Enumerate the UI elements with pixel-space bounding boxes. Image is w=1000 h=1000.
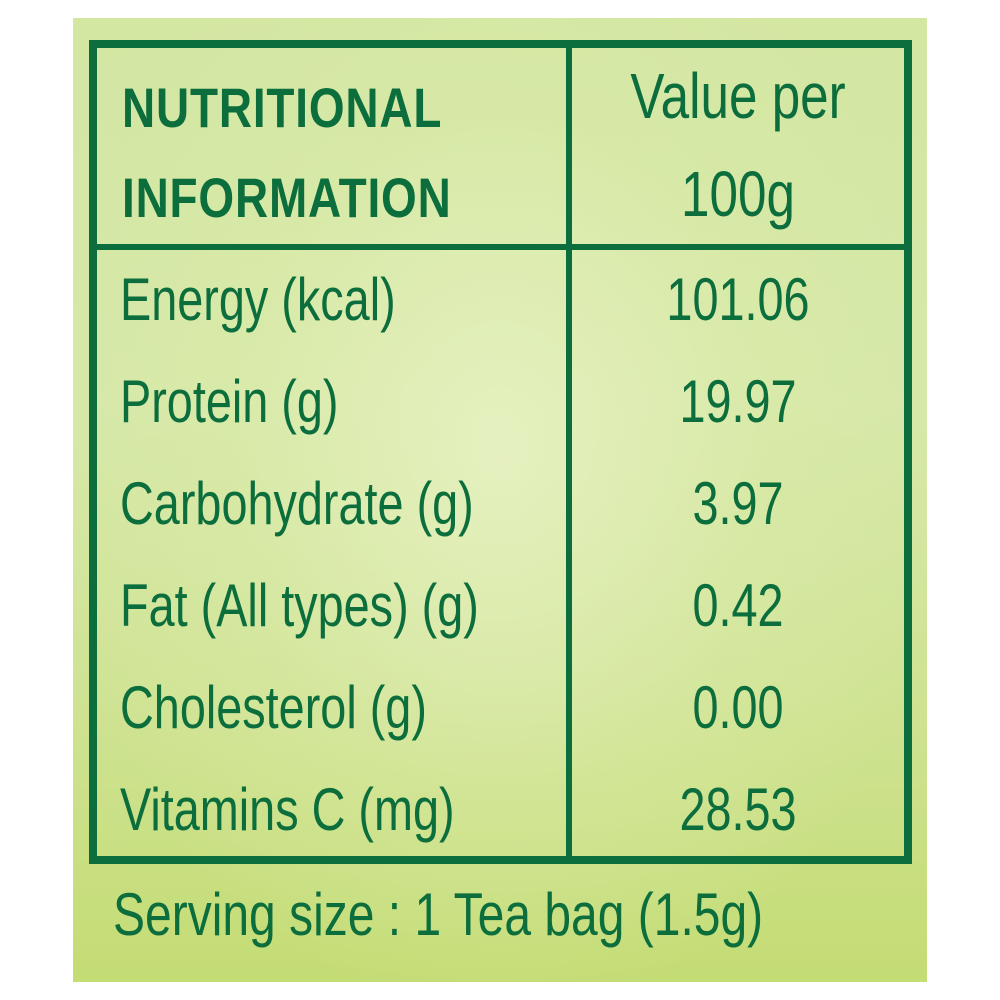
header-value-line1: Value per <box>630 60 846 132</box>
row-label-vitamin-c: Vitamins C (mg) <box>120 776 455 843</box>
header-value-line2: 100g <box>681 158 795 230</box>
nutrition-label-panel <box>73 18 927 982</box>
header-divider <box>97 244 904 250</box>
row-value-fat: 0.42 <box>692 572 784 639</box>
row-value-energy: 101.06 <box>666 266 810 333</box>
row-value-carbohydrate: 3.97 <box>692 470 784 537</box>
row-label-protein: Protein (g) <box>120 368 339 435</box>
header-title-line2: INFORMATION <box>122 166 452 229</box>
row-value-cholesterol: 0.00 <box>692 674 784 741</box>
nutrition-table <box>89 40 912 864</box>
row-value-protein: 19.97 <box>679 368 797 435</box>
row-label-fat: Fat (All types) (g) <box>120 572 479 639</box>
row-label-carbohydrate: Carbohydrate (g) <box>120 470 474 537</box>
row-label-energy: Energy (kcal) <box>120 266 396 333</box>
serving-size-text: Serving size : 1 Tea bag (1.5g) <box>113 881 764 948</box>
column-divider <box>566 48 572 856</box>
header-title-line1: NUTRITIONAL <box>122 76 443 139</box>
row-label-cholesterol: Cholesterol (g) <box>120 674 427 741</box>
row-value-vitamin-c: 28.53 <box>679 776 797 843</box>
